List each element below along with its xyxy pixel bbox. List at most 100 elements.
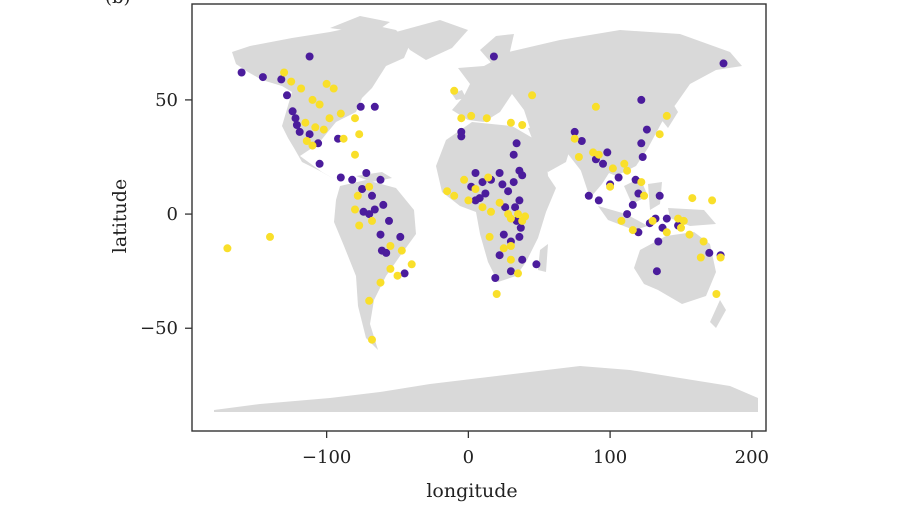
data-point-purple [370, 102, 379, 111]
data-point-purple [515, 196, 524, 205]
data-point-yellow [322, 79, 331, 88]
data-point-purple [315, 159, 324, 168]
data-point-yellow [637, 178, 646, 187]
data-point-purple [457, 132, 466, 141]
data-point-purple [491, 274, 500, 282]
data-point-yellow [325, 114, 334, 123]
data-point-yellow [570, 134, 579, 143]
data-point-purple [283, 91, 291, 100]
y-tick-label: 50 [155, 90, 178, 111]
data-point-yellow [365, 296, 374, 305]
data-point-yellow [407, 260, 416, 269]
data-point-yellow [482, 114, 491, 123]
data-point-yellow [397, 246, 406, 255]
data-point-purple [518, 171, 527, 180]
data-point-yellow [266, 232, 274, 241]
data-point-purple [652, 267, 661, 276]
data-point-yellow [506, 214, 515, 223]
data-point-yellow [467, 111, 476, 120]
data-point-purple [662, 214, 671, 223]
data-point-yellow [696, 253, 705, 262]
data-point-purple [288, 107, 297, 116]
data-point-purple [471, 169, 480, 177]
data-point-yellow [677, 223, 685, 232]
data-point-purple [475, 194, 484, 203]
data-point-yellow [574, 153, 583, 161]
data-point-yellow [518, 121, 527, 129]
data-point-yellow [297, 84, 306, 93]
x-tick-label: −100 [302, 447, 351, 468]
data-point-yellow [329, 84, 338, 93]
data-point-purple [495, 251, 504, 260]
data-point-yellow [606, 182, 615, 191]
data-point-purple [237, 68, 246, 77]
data-point-purple [509, 150, 518, 159]
data-point-purple [277, 75, 286, 84]
data-point-yellow [518, 216, 527, 225]
data-point-purple [385, 216, 393, 225]
data-point-yellow [450, 191, 459, 200]
data-point-yellow [478, 203, 487, 212]
data-point-yellow [506, 255, 515, 264]
data-point-yellow [464, 196, 473, 205]
data-point-purple [478, 178, 487, 187]
data-point-purple [336, 173, 345, 182]
data-point-purple [642, 125, 651, 134]
data-point-yellow [443, 187, 452, 196]
data-point-purple [379, 200, 388, 209]
x-axis-title: longitude [426, 480, 517, 502]
data-point-purple [506, 267, 515, 276]
data-point-purple [512, 139, 521, 148]
data-point-purple [292, 121, 301, 129]
data-point-purple [365, 210, 374, 219]
data-point-yellow [351, 205, 359, 214]
data-point-yellow [471, 185, 480, 193]
data-point-yellow [308, 141, 317, 150]
data-point-purple [305, 52, 314, 61]
data-point-purple [511, 203, 520, 212]
world-map-background [214, 16, 758, 412]
data-point-purple [356, 102, 365, 111]
x-tick-label: 0 [463, 447, 474, 468]
data-point-yellow [460, 175, 469, 184]
data-point-purple [628, 200, 637, 209]
data-point-yellow [315, 100, 324, 109]
data-point-yellow [495, 198, 504, 207]
data-point-purple [504, 187, 513, 196]
data-point-purple [489, 52, 498, 61]
data-point-purple [400, 269, 409, 278]
data-point-purple [570, 127, 579, 136]
data-point-purple [334, 134, 342, 143]
data-point-yellow [514, 269, 522, 278]
data-point-yellow [648, 216, 657, 225]
data-point-purple [705, 248, 714, 257]
data-point-purple [532, 260, 541, 269]
data-point-yellow [355, 130, 364, 139]
data-point-yellow [308, 95, 317, 104]
data-point-purple [376, 175, 385, 184]
data-point-yellow [499, 244, 508, 253]
data-point-yellow [386, 264, 395, 273]
data-point-yellow [662, 228, 671, 237]
data-point-yellow [319, 125, 328, 134]
data-point-purple [382, 248, 391, 257]
x-tick-label: 200 [735, 447, 769, 468]
data-point-yellow [376, 278, 385, 287]
data-point-purple [599, 159, 607, 168]
y-axis: −50 0 50 [140, 90, 192, 339]
data-point-yellow [386, 242, 395, 250]
data-point-yellow [679, 216, 688, 225]
data-point-purple [358, 185, 367, 193]
data-point-yellow [351, 150, 359, 159]
data-point-yellow [339, 134, 348, 143]
data-point-purple [654, 237, 663, 246]
data-point-yellow [485, 232, 494, 241]
data-point-yellow [311, 123, 320, 132]
data-point-yellow [662, 111, 671, 120]
y-axis-title: latitude [109, 179, 131, 253]
data-point-yellow [608, 164, 617, 173]
scatter-points [223, 52, 728, 344]
data-point-purple [518, 255, 527, 264]
data-point-yellow [506, 242, 515, 250]
